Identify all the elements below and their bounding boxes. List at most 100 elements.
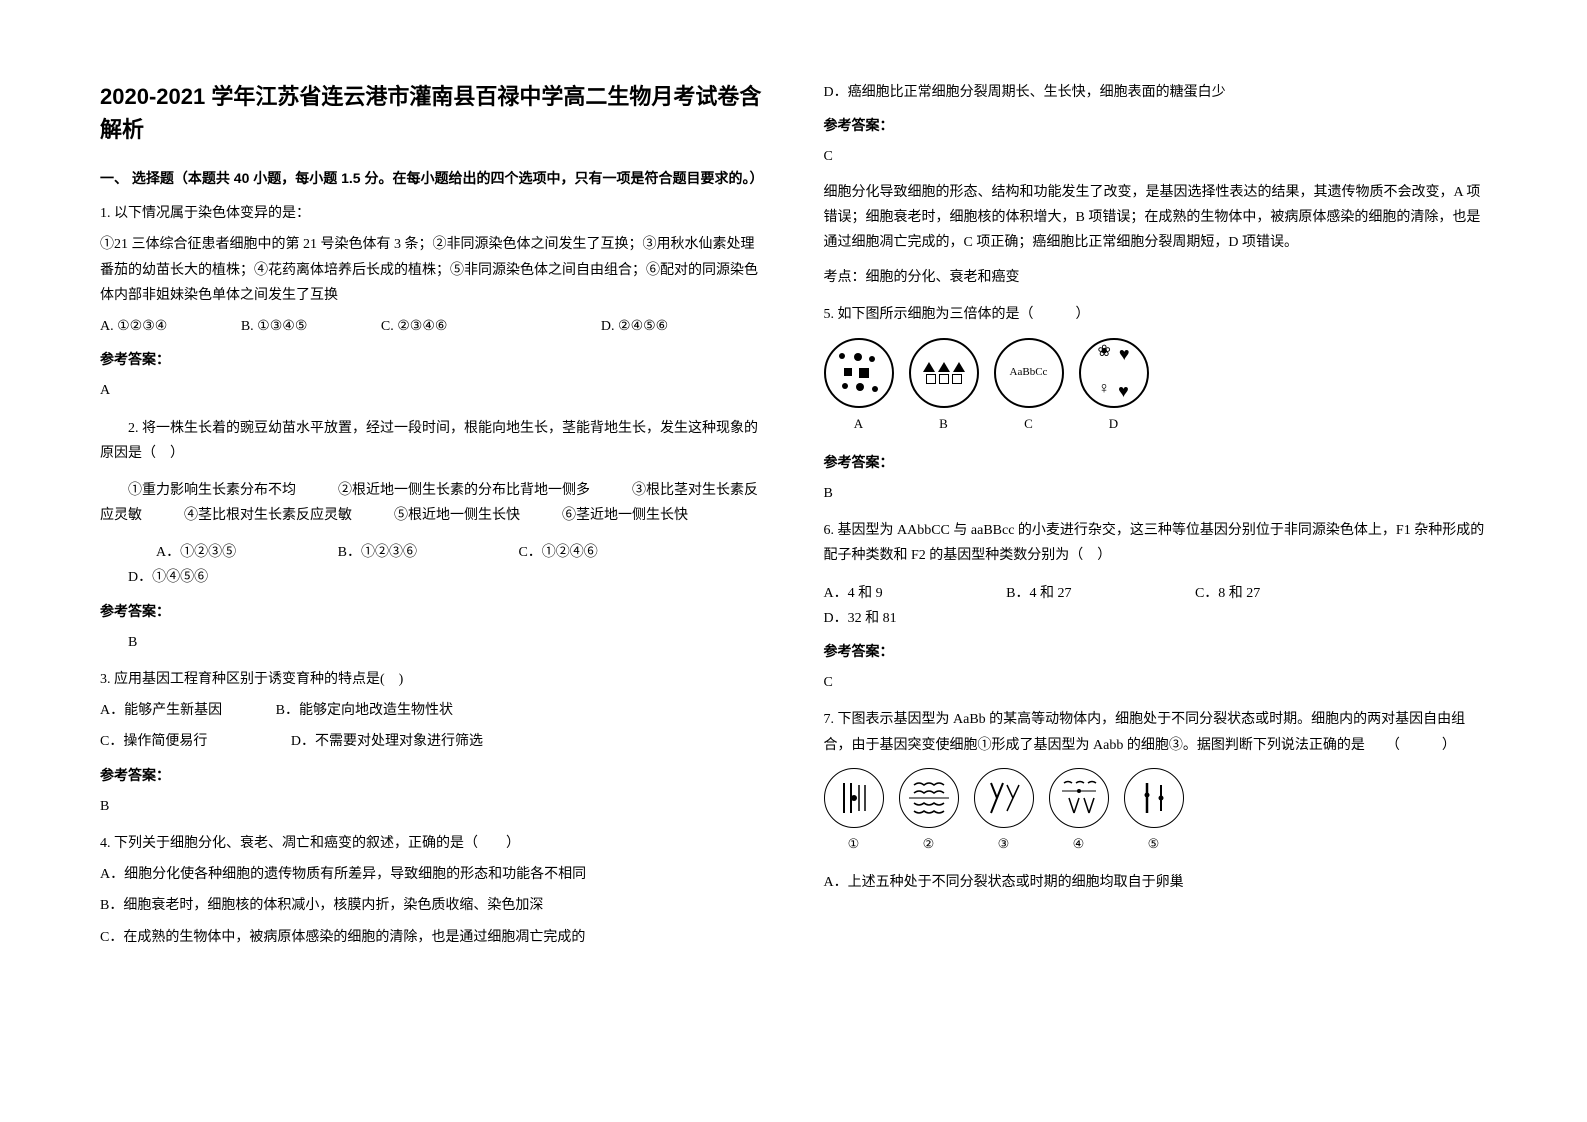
left-column: 2020-2021 学年江苏省连云港市灌南县百禄中学高二生物月考试卷含解析 一、… (100, 80, 764, 962)
page-container: 2020-2021 学年江苏省连云港市灌南县百禄中学高二生物月考试卷含解析 一、… (100, 80, 1487, 962)
q5-answer: B (824, 481, 1488, 506)
cell-2-circle (899, 768, 959, 828)
q2-optD: D．①④⑤⑥ (100, 565, 208, 590)
q7-optA: A．上述五种处于不同分裂状态或时期的细胞均取自于卵巢 (824, 870, 1488, 895)
q4-optC: C．在成熟的生物体中，被病原体感染的细胞的清除，也是通过细胞凋亡完成的 (100, 925, 764, 950)
q5-cell-D: ❀ ♥ ♀ ♥ D (1079, 338, 1149, 435)
cell-B-circle (909, 338, 979, 408)
q4-optA: A．细胞分化使各种细胞的遗传物质有所差异，导致细胞的形态和功能各不相同 (100, 862, 764, 887)
q4-answer-label: 参考答案： (824, 113, 1488, 138)
q1-body: ①21 三体综合征患者细胞中的第 21 号染色体有 3 条；②非同源染色体之间发… (100, 232, 764, 308)
right-column: D．癌细胞比正常细胞分裂周期长、生长快，细胞表面的糖蛋白少 参考答案： C 细胞… (824, 80, 1488, 962)
q1-optA: A. ①②③④ (100, 314, 167, 339)
cell-1-circle (824, 768, 884, 828)
cell-5-circle (1124, 768, 1184, 828)
question-7: 7. 下图表示基因型为 AaBb 的某高等动物体内，细胞处于不同分裂状态或时期。… (824, 707, 1488, 895)
q1-answer: A (100, 378, 764, 403)
q3-stem: 3. 应用基因工程育种区别于诱变育种的特点是( ) (100, 667, 764, 692)
q2-answer-label: 参考答案： (100, 599, 764, 624)
q3-answer: B (100, 794, 764, 819)
q3-options-row1: A．能够产生新基因 B．能够定向地改造生物性状 (100, 698, 764, 723)
q6-stem: 6. 基因型为 AAbbCC 与 aaBBcc 的小麦进行杂交，这三种等位基因分… (824, 518, 1488, 568)
document-title: 2020-2021 学年江苏省连云港市灌南县百禄中学高二生物月考试卷含解析 (100, 80, 764, 146)
section-header-1: 一、 选择题（本题共 40 小题，每小题 1.5 分。在每小题给出的四个选项中，… (100, 166, 764, 191)
cell-C-circle: AaBbCc (994, 338, 1064, 408)
q4-explanation: 细胞分化导致细胞的形态、结构和功能发生了改变，是基因选择性表达的结果，其遗传物质… (824, 180, 1488, 256)
q5-label-D: D (1109, 412, 1118, 435)
square-icon (926, 374, 962, 384)
question-1: 1. 以下情况属于染色体变异的是： ①21 三体综合征患者细胞中的第 21 号染… (100, 201, 764, 403)
question-4-cont: D．癌细胞比正常细胞分裂周期长、生长快，细胞表面的糖蛋白少 参考答案： C 细胞… (824, 80, 1488, 290)
chromosome-icon-2 (904, 773, 954, 823)
chromosome-icon-4 (1054, 773, 1104, 823)
q2-optB: B．①②③⑥ (310, 540, 417, 565)
chromosome-icon-1 (829, 773, 879, 823)
q6-optD: D．32 和 81 (824, 606, 897, 631)
q2-optC: C．①②④⑥ (490, 540, 597, 565)
q6-optB: B．4 和 27 (1006, 581, 1071, 606)
q1-optC: C. ②③④⑥ (381, 314, 448, 339)
q3-optA: A．能够产生新基因 (100, 698, 222, 723)
q3-optC: C．操作简便易行 (100, 729, 207, 754)
q5-answer-label: 参考答案： (824, 450, 1488, 475)
q7-cell-3: ③ (974, 768, 1034, 855)
dots-pattern-icon (834, 348, 884, 398)
q5-stem: 5. 如下图所示细胞为三倍体的是（ ） (824, 302, 1488, 327)
q5-figure: A B AaBbCc (824, 338, 1488, 435)
chromosome-icon-3 (979, 773, 1029, 823)
q7-cell-4: ④ (1049, 768, 1109, 855)
cell-3-circle (974, 768, 1034, 828)
q1-optD: D. ②④⑤⑥ (601, 314, 668, 339)
leaf-icon: ❀ (1097, 338, 1110, 370)
cell-D-circle: ❀ ♥ ♀ ♥ (1079, 338, 1149, 408)
q4-stem: 4. 下列关于细胞分化、衰老、凋亡和癌变的叙述，正确的是（ ） (100, 831, 764, 856)
q1-answer-label: 参考答案： (100, 347, 764, 372)
q5-cell-C: AaBbCc C (994, 338, 1064, 435)
question-4: 4. 下列关于细胞分化、衰老、凋亡和癌变的叙述，正确的是（ ） A．细胞分化使各… (100, 831, 764, 950)
cell-4-circle (1049, 768, 1109, 828)
q3-options-row2: C．操作简便易行 D．不需要对处理对象进行筛选 (100, 729, 764, 754)
q7-figure: ① ② (824, 768, 1488, 855)
q4-optB: B．细胞衰老时，细胞核的体积减小，核膜内折，染色质收缩、染色加深 (100, 893, 764, 918)
question-2: 2. 将一株生长着的豌豆幼苗水平放置，经过一段时间，根能向地生长，茎能背地生长，… (100, 416, 764, 656)
question-6: 6. 基因型为 AAbbCC 与 aaBBcc 的小麦进行杂交，这三种等位基因分… (824, 518, 1488, 695)
q5-cell-A: A (824, 338, 894, 435)
q1-options: A. ①②③④ B. ①③④⑤ C. ②③④⑥ D. ②④⑤⑥ (100, 314, 764, 339)
q2-optA: A．①②③⑤ (128, 540, 236, 565)
q6-optC: C．8 和 27 (1195, 581, 1260, 606)
q4-optD: D．癌细胞比正常细胞分裂周期长、生长快，细胞表面的糖蛋白少 (824, 80, 1488, 105)
q1-stem: 1. 以下情况属于染色体变异的是： (100, 201, 764, 226)
q2-answer: B (100, 630, 764, 655)
question-3: 3. 应用基因工程育种区别于诱变育种的特点是( ) A．能够产生新基因 B．能够… (100, 667, 764, 819)
q6-optA: A．4 和 9 (824, 581, 883, 606)
q5-label-C: C (1024, 412, 1033, 435)
q3-optB: B．能够定向地改造生物性状 (276, 698, 453, 723)
q2-body: ①重力影响生长素分布不均 ②根近地一侧生长素的分布比背地一侧多 ③根比茎对生长素… (100, 478, 764, 528)
shapes-mix-icon: ❀ ♥ ♀ ♥ (1097, 338, 1129, 408)
heart-icon-2: ♥ (1118, 375, 1129, 407)
q7-cell-2: ② (899, 768, 959, 855)
q1-optB: B. ①③④⑤ (241, 314, 308, 339)
q4-answer: C (824, 144, 1488, 169)
q7-label-5: ⑤ (1148, 832, 1160, 855)
triangle-icon (923, 362, 965, 372)
q7-label-4: ④ (1073, 832, 1085, 855)
heart-icon: ♥ (1119, 338, 1130, 370)
q2-options: A．①②③⑤ B．①②③⑥ C．①②④⑥ D．①④⑤⑥ (100, 540, 764, 590)
q3-optD: D．不需要对处理对象进行筛选 (291, 729, 483, 754)
question-5: 5. 如下图所示细胞为三倍体的是（ ） (824, 302, 1488, 506)
q6-options: A．4 和 9 B．4 和 27 C．8 和 27 D．32 和 81 (824, 581, 1488, 631)
q5-label-A: A (854, 412, 863, 435)
q7-label-2: ② (923, 832, 935, 855)
q7-label-3: ③ (998, 832, 1010, 855)
q3-answer-label: 参考答案： (100, 763, 764, 788)
q2-stem: 2. 将一株生长着的豌豆幼苗水平放置，经过一段时间，根能向地生长，茎能背地生长，… (100, 416, 764, 466)
chromosome-icon-5 (1129, 773, 1179, 823)
q7-label-1: ① (848, 832, 860, 855)
q5-cell-B: B (909, 338, 979, 435)
q5-cellC-text: AaBbCc (1010, 363, 1048, 383)
cell-A-circle (824, 338, 894, 408)
q7-cell-1: ① (824, 768, 884, 855)
q6-answer: C (824, 670, 1488, 695)
q7-stem: 7. 下图表示基因型为 AaBb 的某高等动物体内，细胞处于不同分裂状态或时期。… (824, 707, 1488, 757)
